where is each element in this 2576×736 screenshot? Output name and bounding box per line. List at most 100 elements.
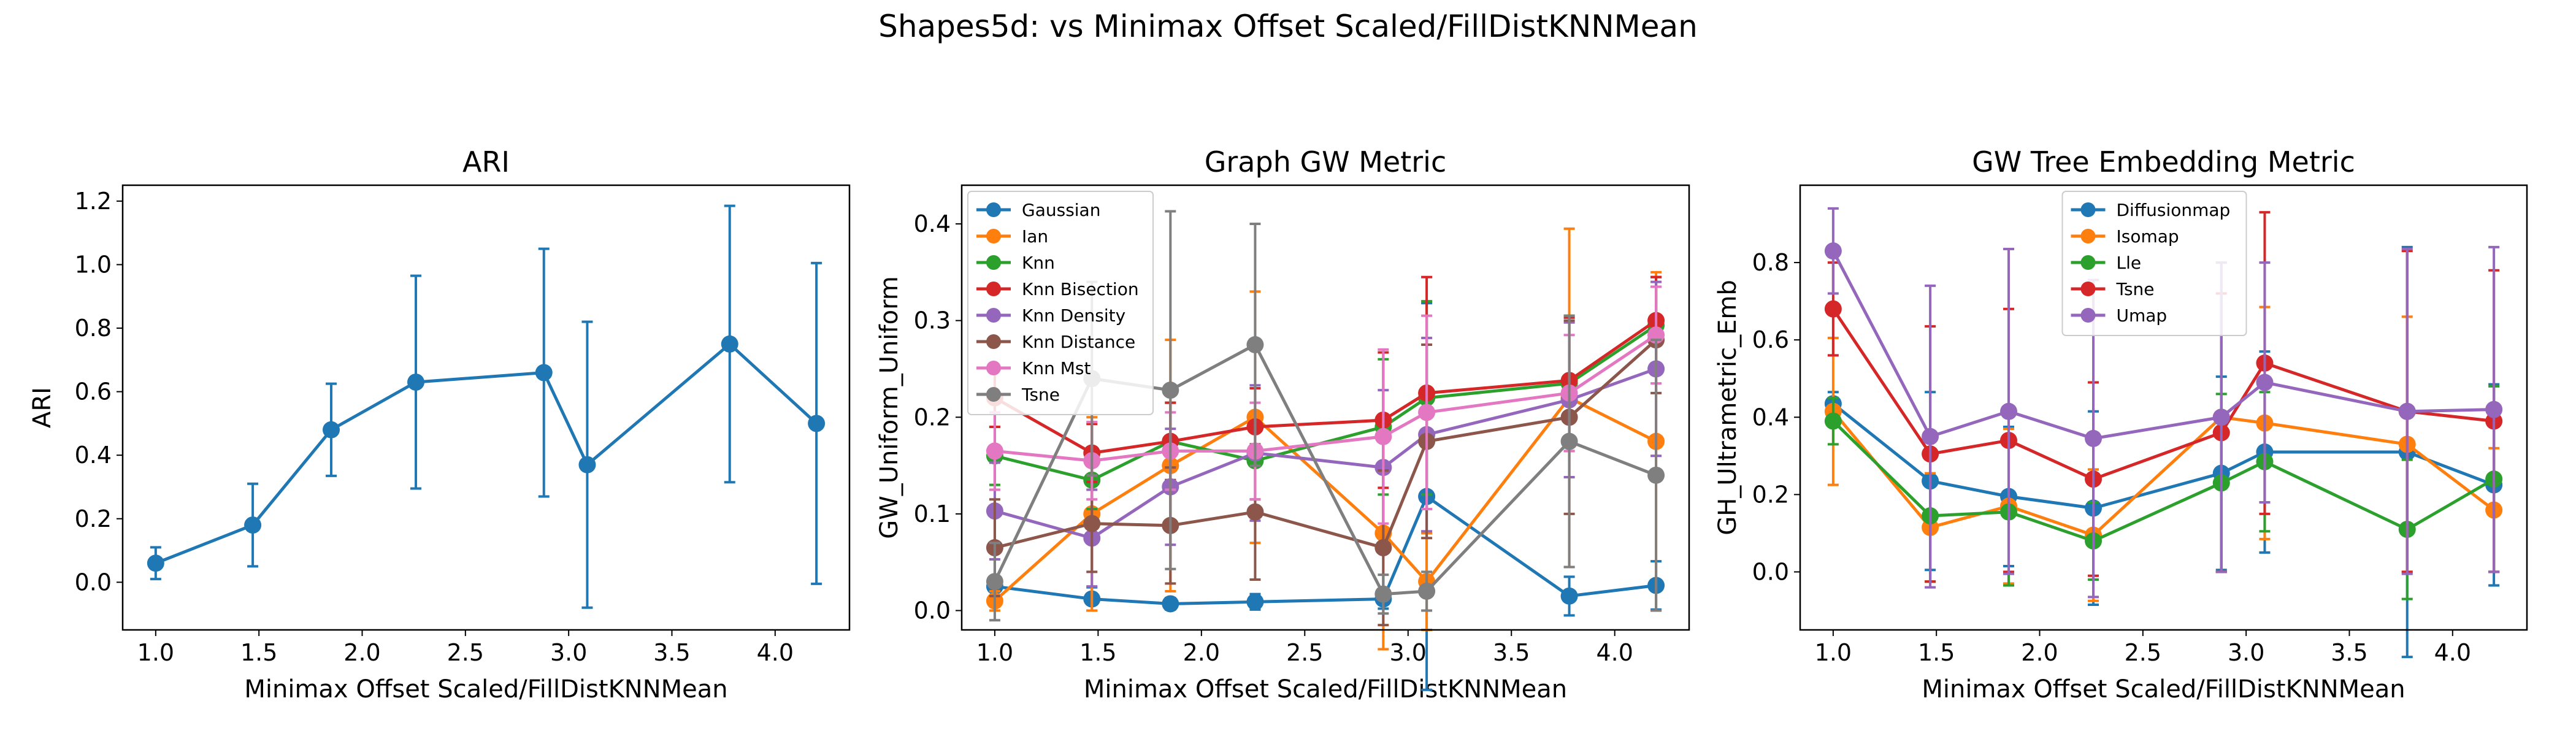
legend-swatch-marker (986, 387, 1001, 402)
data-point (1824, 412, 1842, 430)
data-point (808, 415, 826, 432)
legend-label: Isomap (2117, 226, 2179, 247)
data-point (1560, 587, 1578, 605)
y-tick-label: 0.6 (1752, 326, 1789, 353)
data-point (1922, 427, 1939, 445)
series-line (1832, 420, 2495, 543)
y-tick-label: 0.0 (1752, 558, 1789, 585)
data-point (1824, 300, 1842, 318)
legend-swatch-marker (986, 229, 1001, 243)
data-point (535, 364, 553, 381)
x-tick-label: 3.5 (2331, 639, 2367, 666)
x-tick-label: 3.0 (550, 639, 587, 666)
y-tick-label: 0.8 (1752, 249, 1789, 276)
x-tick-label: 2.5 (447, 639, 484, 666)
x-tick-label: 1.0 (137, 639, 174, 666)
x-tick-label: 1.5 (1918, 639, 1955, 666)
series-series (147, 204, 826, 609)
data-point (2398, 402, 2416, 420)
data-point (1374, 585, 1392, 603)
series-line (1831, 410, 2495, 537)
x-tick-label: 4.0 (2434, 639, 2471, 666)
y-tick-label: 0.4 (914, 210, 951, 237)
y-axis-label: GH_Ultrametric_Emb (1714, 280, 1742, 535)
panel-title: ARI (462, 145, 510, 178)
x-tick-label: 1.5 (1079, 639, 1116, 666)
graph-gw-metric-panel: Graph GW Metric 1.0 1.5 2.0 2.5 3.0 3.5 4.0 0.0 0… (875, 145, 1690, 703)
data-point (1162, 595, 1179, 613)
x-tick-label: 3.0 (2228, 639, 2264, 666)
x-tick-label: 2.5 (1286, 639, 1323, 666)
y-tick-label: 1.0 (75, 251, 112, 278)
legend-label: Knn Mst (1022, 358, 1091, 378)
x-tick-label: 3.0 (1390, 639, 1427, 666)
data-point (578, 456, 596, 473)
data-point (323, 421, 340, 439)
legend-swatch-marker (986, 361, 1001, 375)
ari-panel: ARI 1.0 1.5 2.0 2.5 3.0 3.5 4.0 0.0 0.2 0.4 0.6 0.8 1… (28, 145, 851, 703)
series-line (155, 342, 818, 565)
x-axis-label: Minimax Offset Scaled/FillDistKNNMean (1922, 675, 2405, 703)
panel-title: Graph GW Metric (1205, 145, 1446, 178)
x-tick-label: 4.0 (1596, 639, 1633, 666)
data-point (1560, 432, 1578, 450)
x-tick-label: 2.5 (2125, 639, 2161, 666)
legend-frame (2061, 191, 2247, 336)
plot-frame (960, 184, 1690, 631)
y-tick-label: 0.2 (75, 505, 112, 532)
legend-label: Ian (1022, 226, 1048, 247)
y-tick-label: 0.8 (75, 315, 112, 342)
legend-label: Knn Bisection (1022, 279, 1139, 299)
data-point (1246, 593, 1264, 611)
legend-label: Gaussian (1022, 200, 1100, 220)
y-tick-label: 0.0 (914, 597, 951, 624)
x-axis-label: Minimax Offset Scaled/FillDistKNNMean (244, 675, 727, 703)
y-tick-label: 0.4 (1752, 404, 1789, 431)
data-point (2000, 402, 2018, 420)
legend-frame (967, 191, 1154, 415)
legend-label: Lle (2117, 253, 2142, 273)
series-line (994, 367, 1657, 540)
series-line (994, 396, 1657, 602)
legend-swatch-marker (986, 282, 1001, 296)
legend-swatch-marker (986, 334, 1001, 349)
gw-tree-embedding-metric-panel: GW Tree Embedding Metric 1.0 1.5 2.0 2.5 3.0 3… (1714, 145, 2528, 703)
x-tick-label: 1.0 (976, 639, 1013, 666)
plot-frame (1799, 184, 2528, 631)
data-point (1246, 336, 1264, 354)
legend-label: Knn Distance (1022, 332, 1135, 352)
data-point (2085, 429, 2103, 447)
legend-label: Knn Density (1022, 305, 1125, 326)
legend: Diffusionmap Isomap Lle Tsne Umap (2061, 191, 2247, 336)
y-axis-label: ARI (28, 387, 56, 428)
legend-swatch-marker (986, 255, 1001, 270)
data-point (2485, 401, 2503, 418)
panel-title: GW Tree Embedding Metric (1972, 145, 2355, 178)
x-tick-label: 2.0 (2021, 639, 2058, 666)
y-axis-label: GW_Uniform_Uniform (875, 276, 903, 539)
series-line (994, 334, 1657, 462)
legend-label: Umap (2117, 305, 2168, 326)
data-point (986, 442, 1003, 460)
legend-swatch-marker (986, 202, 1001, 217)
data-point (986, 573, 1003, 591)
umap-series (1824, 207, 2503, 599)
x-tick-label: 1.0 (1815, 639, 1852, 666)
data-point (721, 335, 738, 353)
series-line (1831, 250, 2494, 440)
legend-swatch-marker (2080, 308, 2096, 323)
data-point (407, 374, 425, 391)
x-tick-label: 2.0 (1183, 639, 1220, 666)
legend-swatch-marker (986, 308, 1001, 323)
y-tick-label: 0.1 (914, 500, 951, 527)
data-point (1246, 503, 1264, 521)
legend-label: Tsne (2116, 279, 2155, 299)
legend-label: Tsne (1021, 385, 1060, 405)
legend-label: Diffusionmap (2117, 200, 2231, 220)
y-tick-label: 0.3 (914, 307, 951, 334)
series-line (994, 339, 1657, 550)
plot-frame (121, 184, 851, 631)
legend-swatch-marker (2080, 255, 2096, 270)
